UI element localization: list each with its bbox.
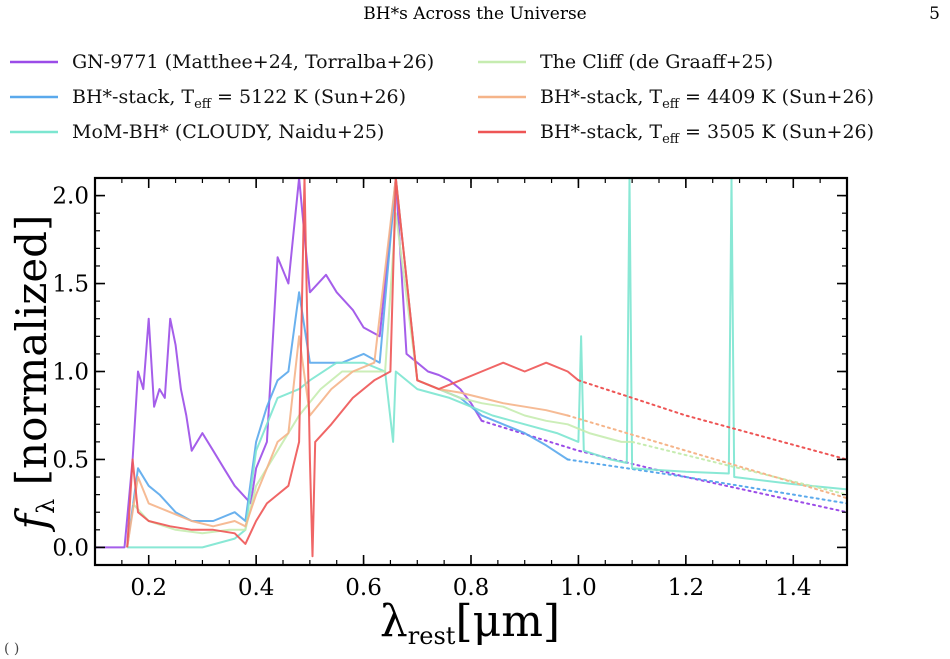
x-axis-label-unit: [μm] [455, 596, 560, 647]
series-line-3 [131, 212, 633, 535]
x-tick-label: 0.6 [345, 575, 382, 601]
footer-fragment: ( ) [4, 641, 20, 657]
series-line-5 [126, 178, 580, 558]
legend-label: BH*-stack, Teff = 3505 K (Sun+26) [540, 121, 874, 147]
legend-label-subscript: eff [194, 97, 213, 112]
page-number: 5 [929, 4, 940, 24]
x-tick-label: 0.8 [453, 575, 490, 601]
series-line-2 [127, 178, 847, 549]
legend-label: BH*-stack, Teff = 5122 K (Sun+26) [72, 86, 406, 112]
legend-label: MoM-BH* (CLOUDY, Naidu+25) [72, 121, 384, 143]
legend: GN-9771 (Matthee+24, Torralba+26) BH*-sta… [10, 51, 874, 147]
x-axis-label: λrest[μm] [380, 596, 560, 650]
x-axis-label-subscript: rest [408, 622, 456, 650]
legend-label-part: BH*-stack, T [540, 121, 662, 143]
page-header-title: BH*s Across the Universe [363, 4, 587, 24]
y-tick-label: 0.0 [52, 535, 89, 561]
legend-label-subscript: eff [662, 132, 681, 147]
legend-label-part: BH*-stack, T [540, 86, 662, 108]
series-layer [95, 178, 847, 558]
series-extension-4 [566, 414, 847, 500]
y-tick-label: 2.0 [52, 184, 89, 210]
series-line-0 [95, 178, 483, 549]
legend-label-part: = 3505 K (Sun+26) [679, 121, 874, 143]
y-tick-label: 1.5 [52, 272, 89, 298]
legend-label-subscript: eff [662, 97, 681, 112]
legend-label: BH*-stack, Teff = 4409 K (Sun+26) [540, 86, 874, 112]
series-extension-1 [566, 458, 847, 505]
legend-label-part: = 4409 K (Sun+26) [679, 86, 874, 108]
legend-label-part: = 5122 K (Sun+26) [211, 86, 406, 108]
legend-label: GN-9771 (Matthee+24, Torralba+26) [72, 51, 434, 73]
x-tick-label: 1.0 [560, 575, 597, 601]
x-tick-label: 1.2 [668, 575, 705, 601]
series-extension-3 [631, 440, 847, 496]
y-tick-label: 1.0 [52, 360, 89, 386]
series-extension-0 [480, 419, 847, 514]
y-axis-label: fλ [normalized] [7, 215, 60, 533]
legend-label-part: BH*-stack, T [72, 86, 194, 108]
axis-ticks: 0.2 0.4 0.6 0.8 1.0 1.2 1.4 0.0 0.5 1.0 1.5 2.0 [52, 177, 848, 601]
x-tick-label: 0.4 [238, 575, 275, 601]
series-extension-5 [577, 379, 847, 461]
legend-label: The Cliff (de Graaff+25) [540, 51, 773, 73]
x-tick-label: 1.4 [775, 575, 812, 601]
x-tick-label: 0.2 [130, 575, 167, 601]
y-tick-label: 0.5 [52, 447, 89, 473]
y-axis-label-subscript: λ [32, 499, 60, 514]
y-axis-label-unit: [normalized] [7, 215, 56, 499]
x-axis-label-symbol: λ [380, 596, 408, 647]
series-line-4 [126, 178, 568, 548]
